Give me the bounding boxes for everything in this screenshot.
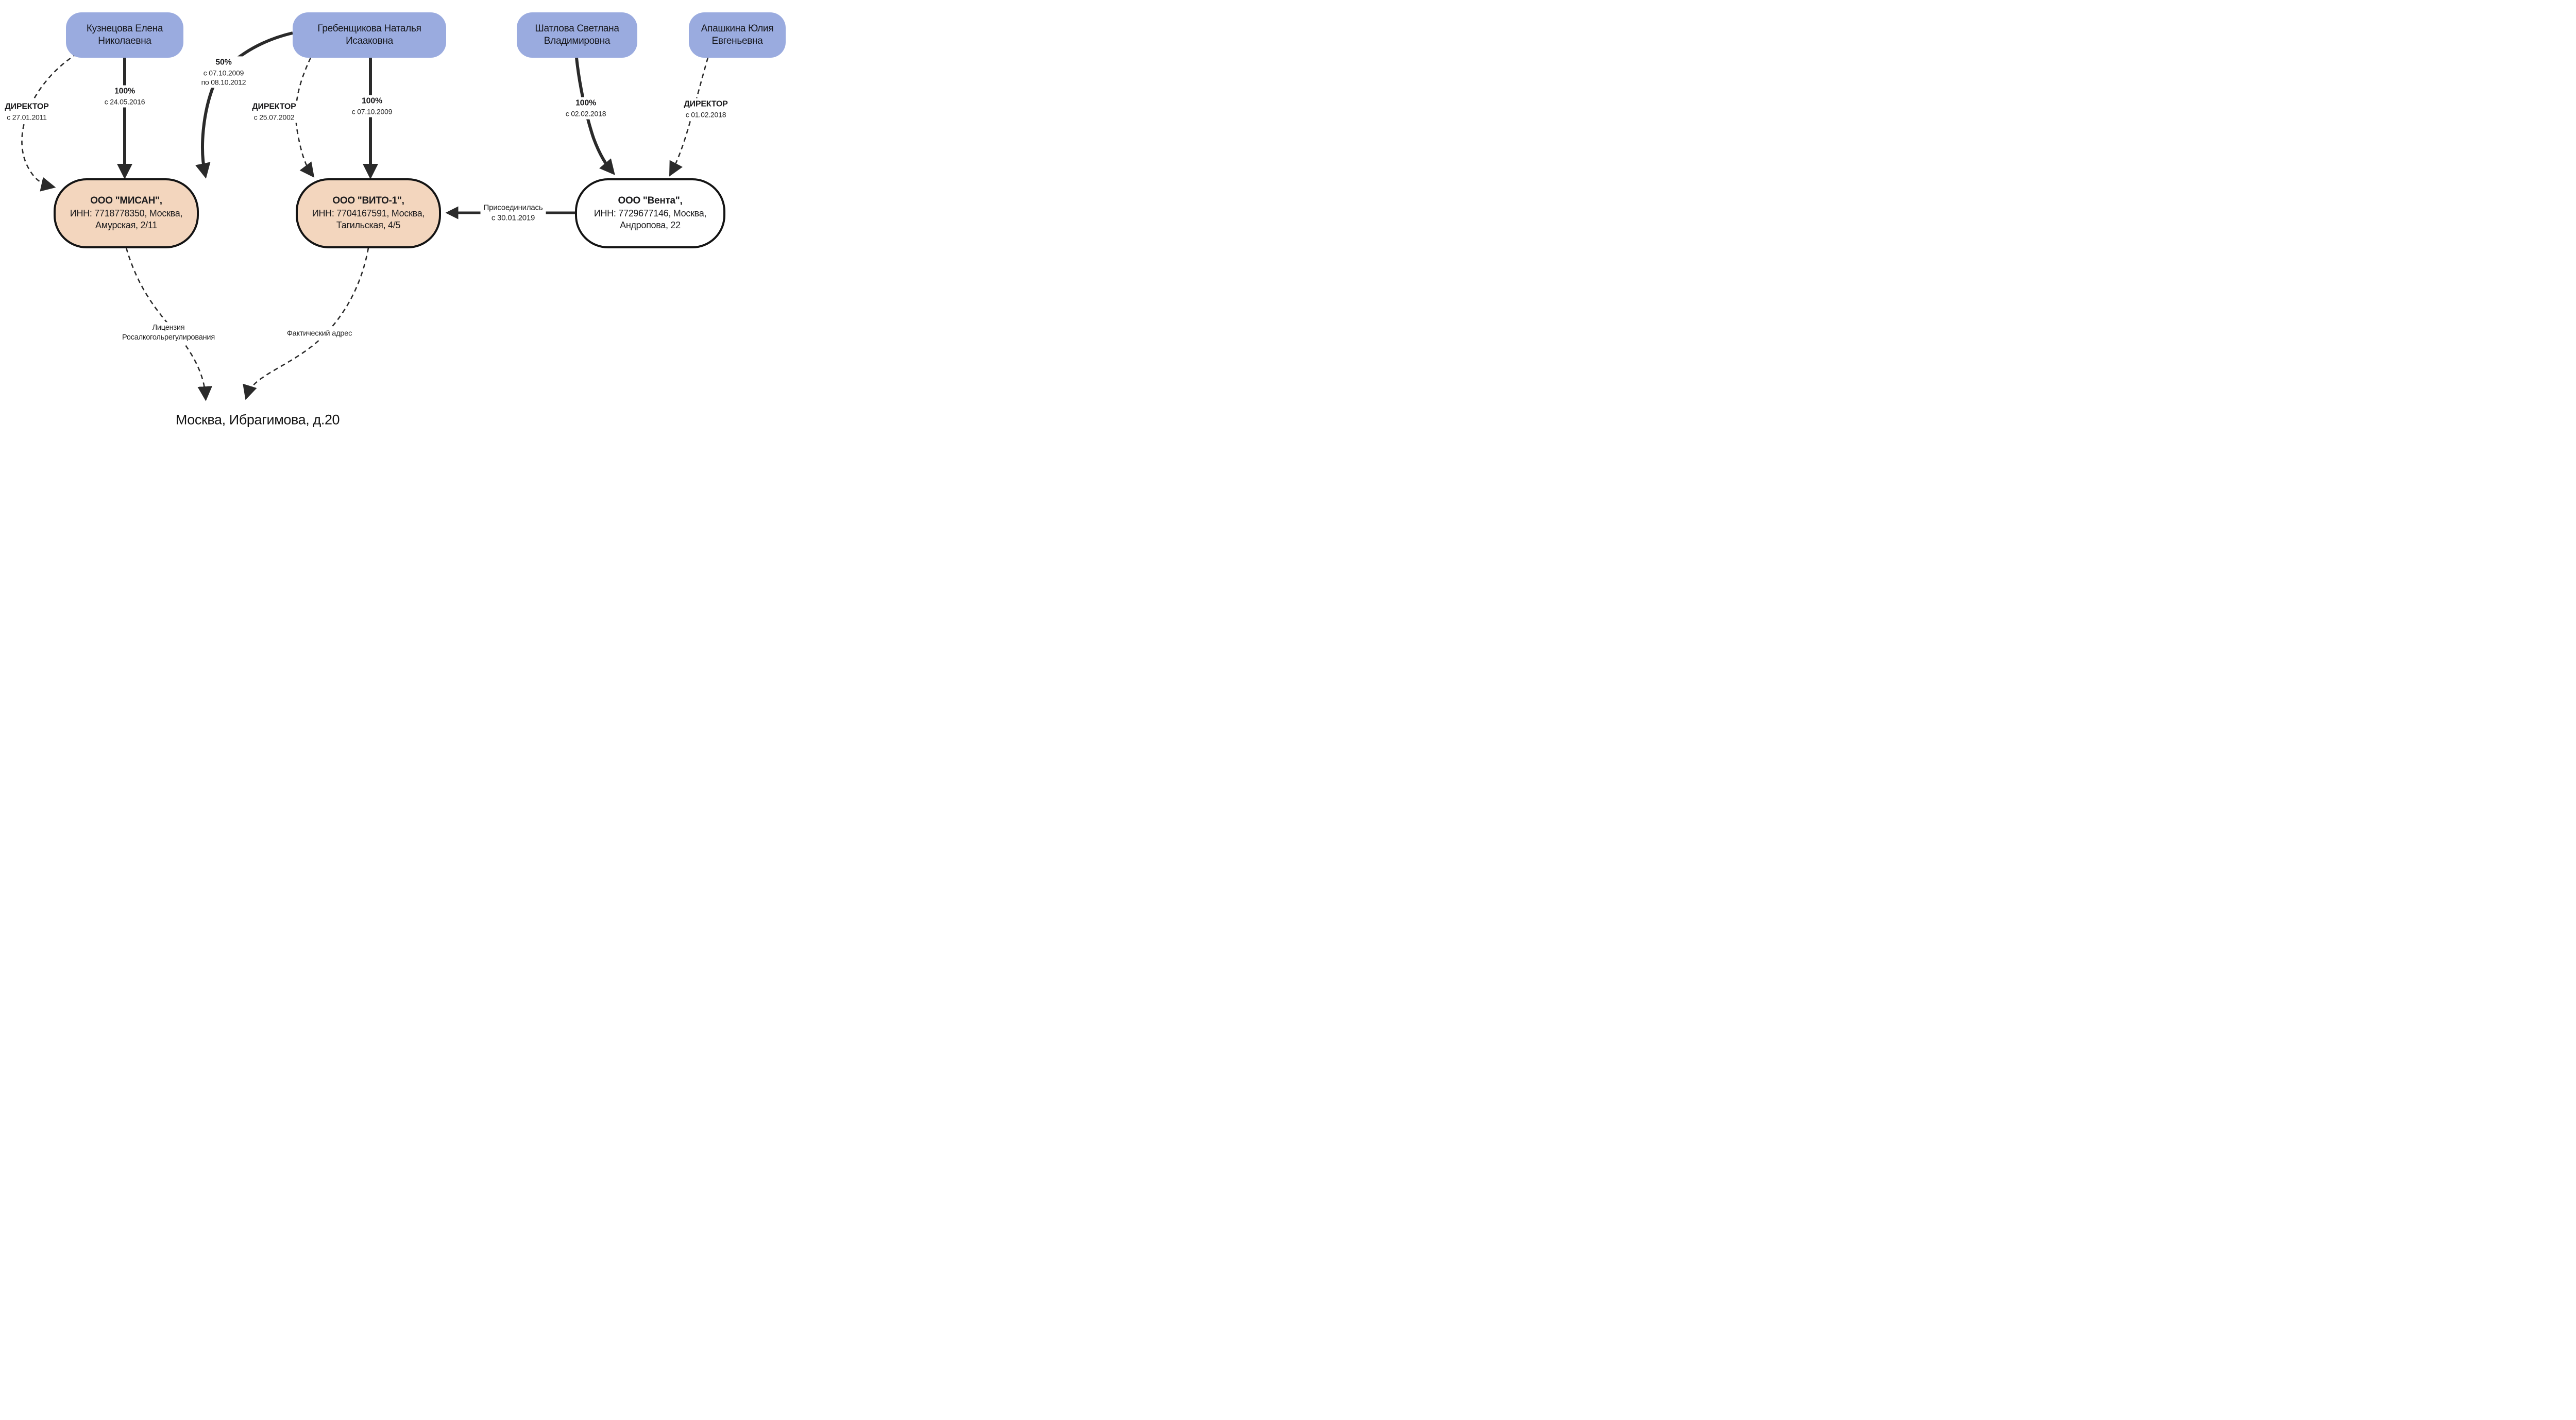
arrow-grebenshchikova-vito-director: [295, 57, 315, 178]
license-line1: Лицензия: [152, 324, 185, 332]
person-name: Кузнецова Елена Николаевна: [86, 23, 163, 46]
share-percent: 100%: [575, 98, 597, 108]
director-date: с 27.01.2011: [7, 113, 47, 122]
person-node-apashkina: Апашкина Юлия Евгеньевна: [689, 12, 786, 58]
company-node-misan: ООО "МИСАН", ИНН: 7718778350, Москва, Ам…: [54, 178, 199, 248]
edge-label-vito-actual-address: Фактический адрес: [283, 328, 355, 340]
edge-label-kuznetsova-misan-director: ДИРЕКТОР с 27.01.2011: [2, 100, 52, 123]
person-name: Гребенщикова Наталья Исааковна: [317, 23, 421, 46]
edge-label-misan-license: Лицензия Росалкогольрегулирования: [119, 322, 218, 344]
person-node-grebenshchikova: Гребенщикова Наталья Исааковна: [293, 12, 446, 58]
company-node-vito-1: ООО "ВИТО-1", ИНН: 7704167591, Москва, Т…: [296, 178, 441, 248]
edge-label-apashkina-venta-director: ДИРЕКТОР с 01.02.2018: [681, 98, 731, 121]
arrow-vito-address-actual: [243, 247, 369, 400]
edge-label-grebenshchikova-vito-director: ДИРЕКТОР с 25.07.2002: [249, 100, 299, 123]
merge-line2: с 30.01.2019: [491, 213, 535, 222]
company-details: ИНН: 7704167591, Москва, Тагильская, 4/5: [312, 208, 425, 231]
edge-label-grebenshchikova-misan-share: 50% с 07.10.2009 по 08.10.2012: [198, 56, 249, 88]
merge-line1: Присоединилась: [483, 203, 543, 212]
edge-label-shatlova-venta-share: 100% с 02.02.2018: [562, 97, 609, 120]
company-node-venta: ООО "Вента", ИНН: 7729677146, Москва, Ан…: [575, 178, 725, 248]
person-name: Апашкина Юлия Евгеньевна: [701, 23, 774, 46]
ownership-diagram: Кузнецова Елена Николаевна Гребенщикова …: [0, 0, 808, 435]
director-role: ДИРЕКТОР: [684, 99, 728, 109]
share-percent: 50%: [215, 58, 232, 67]
company-title: ООО "Вента",: [618, 195, 683, 207]
edge-label-venta-vito-merge: Присоединилась с 30.01.2019: [480, 201, 546, 224]
director-role: ДИРЕКТОР: [5, 102, 49, 111]
company-title: ООО "ВИТО-1",: [332, 195, 404, 207]
arrow-kuznetsova-misan-director: [21, 53, 78, 192]
edge-label-kuznetsova-misan-share: 100% с 24.05.2016: [101, 85, 148, 108]
director-role: ДИРЕКТОР: [252, 102, 296, 111]
edge-label-grebenshchikova-vito-share: 100% с 07.10.2009: [348, 95, 396, 117]
shared-address: Москва, Ибрагимова, д.20: [175, 412, 340, 428]
person-node-kuznetsova: Кузнецова Елена Николаевна: [66, 12, 183, 58]
share-percent: 100%: [114, 87, 135, 96]
person-node-shatlova: Шатлова Светлана Владимировна: [517, 12, 637, 58]
actual-address-label: Фактический адрес: [286, 329, 352, 338]
arrow-apashkina-venta-director: [669, 57, 709, 177]
share-percent: 100%: [361, 96, 383, 106]
arrow-shatlova-venta-share: [575, 57, 615, 175]
share-date-from: с 07.10.2009: [203, 69, 244, 77]
company-title: ООО "МИСАН",: [90, 195, 162, 207]
share-date: с 07.10.2009: [351, 107, 393, 116]
director-date: с 25.07.2002: [253, 113, 295, 122]
company-details: ИНН: 7729677146, Москва, Андропова, 22: [594, 208, 707, 231]
share-date: с 02.02.2018: [565, 109, 606, 118]
share-date-to: по 08.10.2012: [201, 78, 246, 87]
company-details: ИНН: 7718778350, Москва, Амурская, 2/11: [70, 208, 183, 231]
person-name: Шатлова Светлана Владимировна: [535, 23, 619, 46]
license-line2: Росалкогольрегулирования: [122, 333, 215, 342]
share-date: с 24.05.2016: [104, 97, 145, 106]
director-date: с 01.02.2018: [685, 110, 726, 119]
